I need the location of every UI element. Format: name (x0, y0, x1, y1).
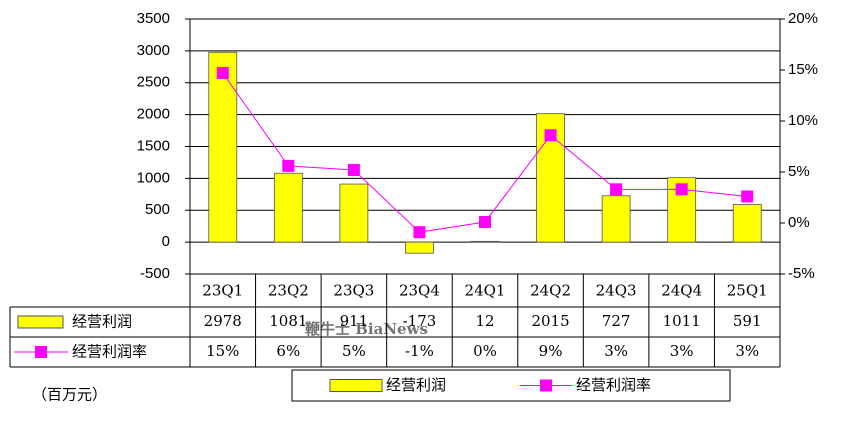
y2-tick-label: 5% (788, 163, 810, 180)
table-value: 9% (539, 342, 563, 360)
line-marker (413, 226, 426, 239)
line-marker (610, 183, 623, 196)
x-tick-label: 23Q3 (333, 282, 374, 300)
x-tick-label: 25Q1 (727, 282, 768, 300)
y-tick-label: 2500 (137, 74, 170, 91)
table-value: 3% (670, 342, 694, 360)
table-value: 15% (206, 342, 239, 360)
bar (208, 51, 238, 243)
x-tick-label: 24Q2 (530, 282, 571, 300)
line-marker (347, 163, 360, 176)
table-value: 12 (475, 312, 494, 330)
x-tick-label: 24Q3 (596, 282, 637, 300)
y-tick-label: 1500 (137, 137, 170, 154)
table-value: 1081 (269, 312, 307, 330)
table-value: 0% (473, 342, 497, 360)
watermark: 鞭牛士 BiaNews (305, 320, 428, 338)
table-value: 727 (602, 312, 631, 330)
y-tick-label: 3500 (137, 10, 170, 27)
y-tick-label: 3000 (137, 42, 170, 59)
legend-marker (35, 346, 47, 358)
table-value: 591 (733, 312, 762, 330)
legend-swatch (17, 315, 64, 329)
bar (732, 204, 762, 243)
row-label: 经营利润率 (72, 343, 147, 361)
x-tick-label: 24Q1 (465, 282, 506, 300)
y-tick-label: -500 (140, 265, 170, 282)
x-tick-label: 23Q2 (268, 282, 309, 300)
table-value: 6% (276, 342, 300, 360)
bar (339, 183, 369, 243)
y2-tick-label: 10% (788, 112, 818, 129)
table-value: -173 (403, 312, 437, 330)
line-marker (741, 190, 754, 203)
table-value: 1011 (663, 312, 701, 330)
row-label: 经营利润 (72, 313, 132, 331)
bar (273, 172, 303, 243)
unit-note: （百万元） (32, 386, 107, 404)
y-tick-label: 500 (145, 201, 170, 218)
legend-label: 经营利润 (386, 376, 446, 394)
line-marker (675, 183, 688, 196)
plot-border (189, 18, 781, 275)
bar (601, 195, 631, 243)
legend-label: 经营利润率 (576, 376, 651, 394)
x-tick-label: 23Q4 (399, 282, 440, 300)
table-value: 3% (604, 342, 628, 360)
line-marker (216, 67, 229, 80)
line-marker (282, 159, 295, 172)
y2-tick-label: 15% (788, 61, 818, 78)
bar (405, 241, 434, 254)
table-value: 3% (735, 342, 759, 360)
legend-marker (540, 379, 552, 392)
y-tick-label: 1000 (137, 169, 170, 186)
table-value: 2978 (204, 312, 242, 330)
x-tick-label: 23Q1 (202, 282, 243, 300)
y-tick-label: 2000 (137, 106, 170, 123)
bar (470, 240, 500, 243)
legend-swatch (329, 379, 383, 392)
y2-tick-label: 0% (788, 214, 810, 231)
y-tick-label: 0 (162, 233, 170, 250)
table-value: 5% (342, 342, 366, 360)
y2-tick-label: -5% (788, 265, 815, 282)
table-value: -1% (405, 342, 434, 360)
table-value: 2015 (531, 312, 569, 330)
x-tick-label: 24Q4 (661, 282, 702, 300)
y2-tick-label: 20% (788, 10, 818, 27)
table-value: 911 (340, 312, 369, 330)
line-marker (479, 215, 491, 228)
line-marker (544, 129, 557, 142)
